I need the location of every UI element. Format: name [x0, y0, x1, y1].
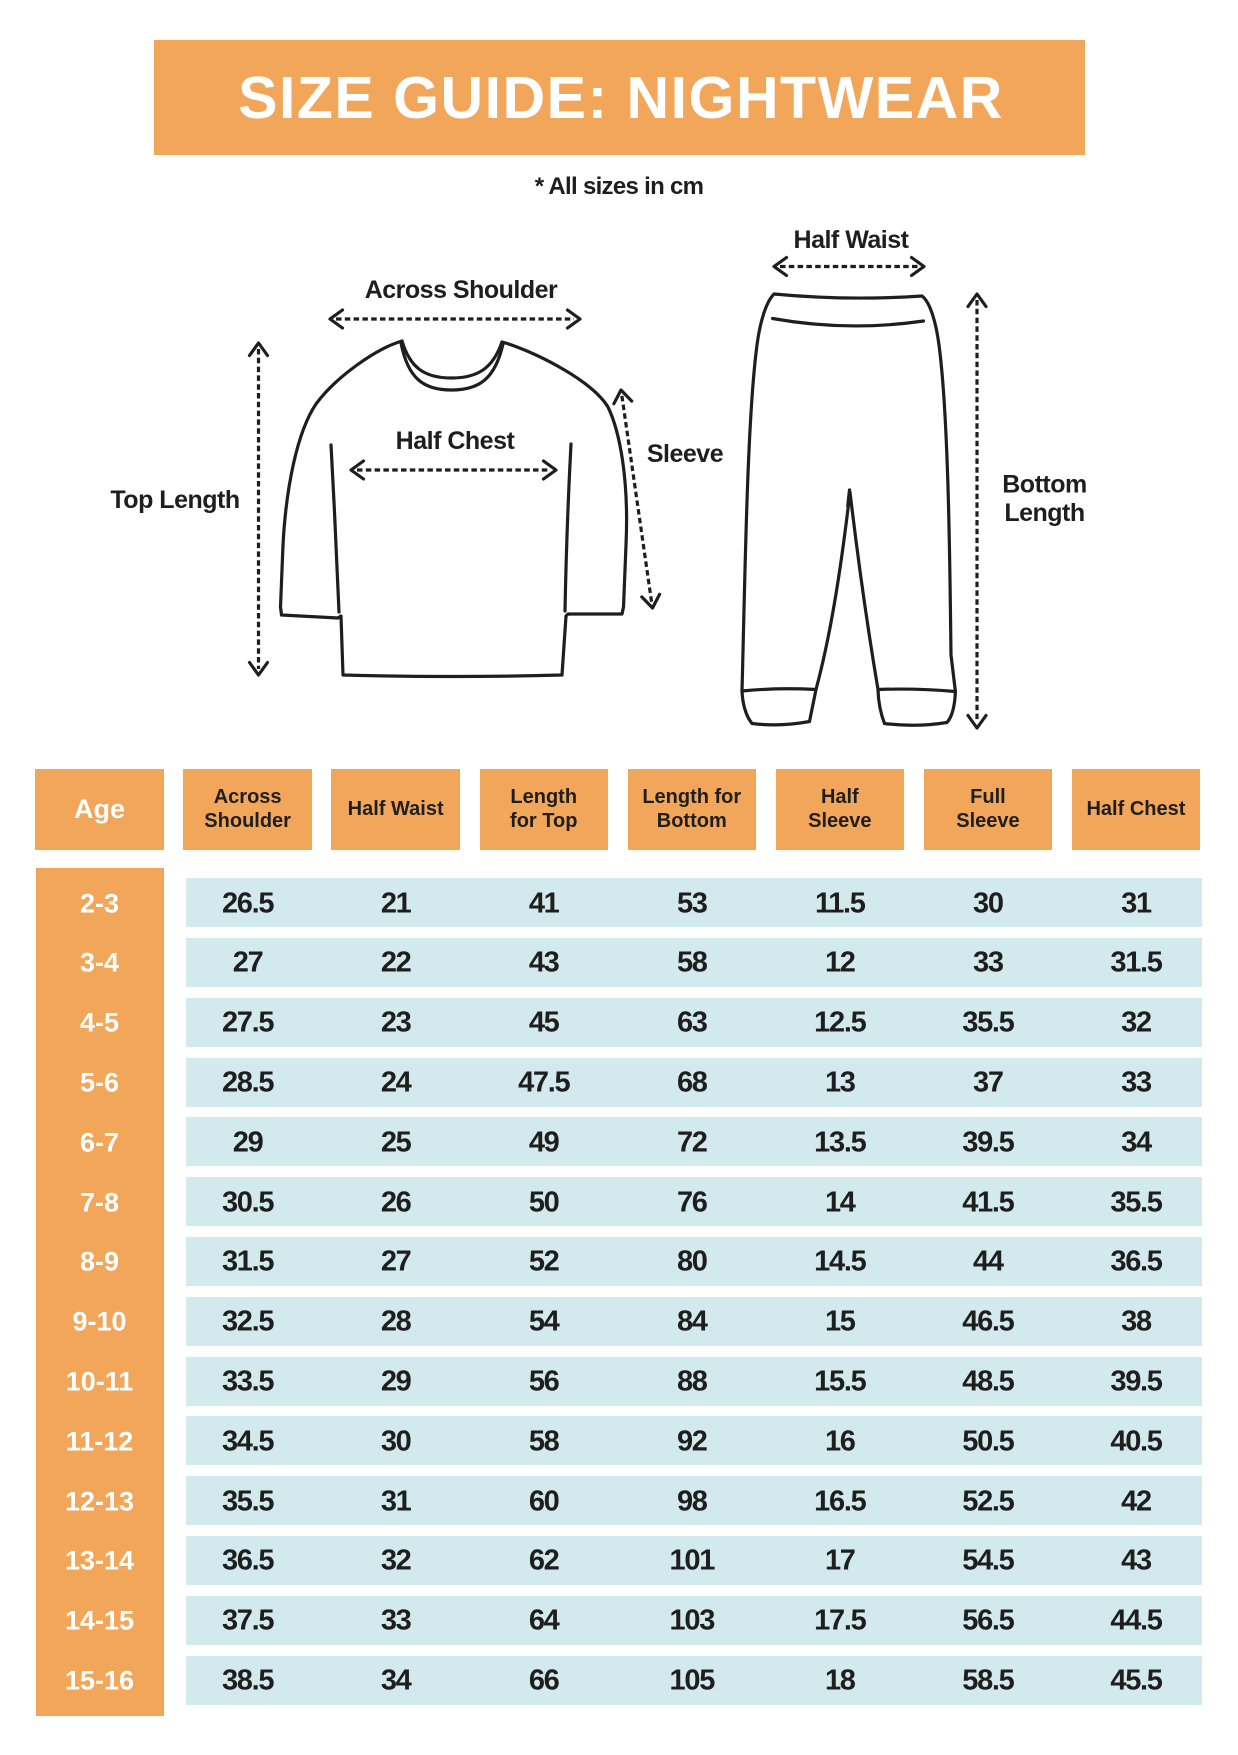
svg-text:Half Waist: Half Waist	[794, 226, 910, 254]
svg-text:Top Length: Top Length	[110, 486, 239, 514]
svg-text:Length: Length	[1004, 499, 1084, 527]
svg-text:Across Shoulder: Across Shoulder	[365, 276, 558, 304]
svg-text:Bottom: Bottom	[1002, 471, 1086, 499]
svg-text:Sleeve: Sleeve	[647, 440, 724, 468]
svg-text:Half Chest: Half Chest	[396, 427, 516, 455]
